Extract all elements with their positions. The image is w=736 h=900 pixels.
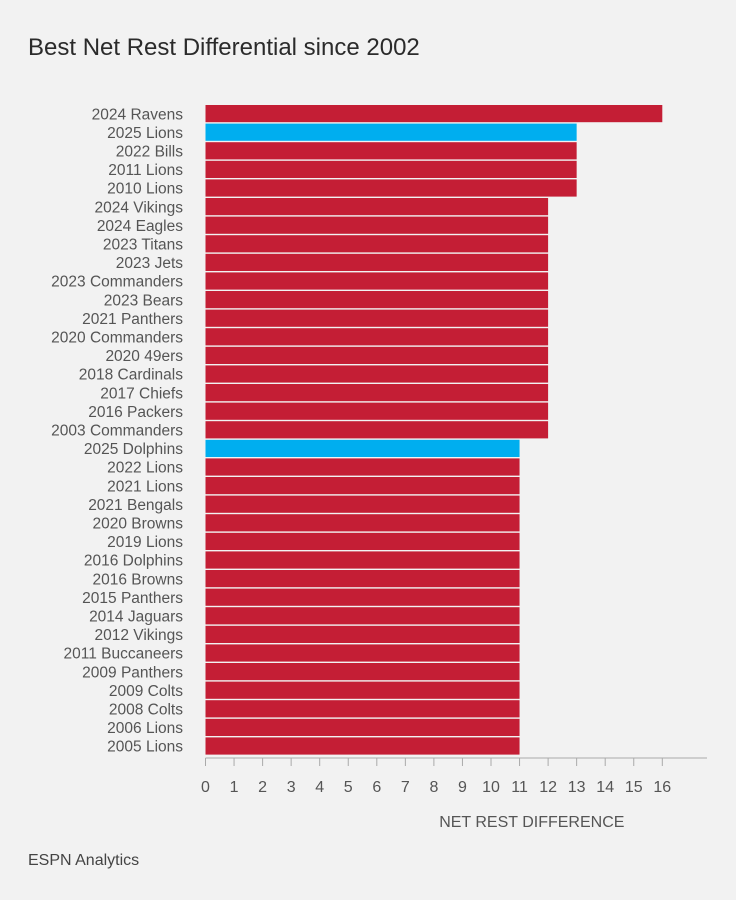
category-label: 2021 Bengals xyxy=(88,497,183,514)
bar-2011-lions xyxy=(205,160,577,178)
bar-2020-49ers xyxy=(205,346,549,364)
category-label: 2016 Dolphins xyxy=(84,553,183,570)
category-label: 2006 Lions xyxy=(107,720,183,737)
bar-2021-panthers xyxy=(205,309,549,327)
category-label: 2003 Commanders xyxy=(51,423,183,440)
category-label: 2025 Lions xyxy=(107,125,183,142)
x-tick-label: 1 xyxy=(230,779,239,796)
bar-2010-lions xyxy=(205,179,577,197)
bar-2017-chiefs xyxy=(205,384,549,402)
bar-2021-lions xyxy=(205,477,520,495)
category-label: 2015 Panthers xyxy=(82,590,183,607)
bar-2003-commanders xyxy=(205,421,549,439)
bar-2011-buccaneers xyxy=(205,644,520,662)
bar-2014-jaguars xyxy=(205,607,520,625)
bar-2005-lions xyxy=(205,737,520,755)
category-label: 2016 Packers xyxy=(88,404,183,421)
bar-2025-lions xyxy=(205,123,577,141)
category-label: 2020 Browns xyxy=(93,516,184,533)
bar-2016-dolphins xyxy=(205,551,520,569)
bar-2022-bills xyxy=(205,142,577,160)
bar-2015-panthers xyxy=(205,588,520,606)
bars-group xyxy=(205,105,663,755)
x-tick-label: 14 xyxy=(596,779,614,796)
category-label: 2021 Lions xyxy=(107,478,183,495)
x-ticks-group: 0 1 2 3 4 5 6 7 8 9 10 11 12 13 14 15 16 xyxy=(201,758,671,796)
bar-2022-lions xyxy=(205,458,520,476)
category-label: 2024 Vikings xyxy=(95,199,184,216)
category-label: 2011 Lions xyxy=(108,162,183,179)
category-label: 2009 Colts xyxy=(109,683,183,700)
x-axis-label: NET REST DIFFERENCE xyxy=(439,814,624,831)
x-tick-label: 13 xyxy=(568,779,586,796)
bar-2023-commanders xyxy=(205,272,549,290)
bar-2024-ravens xyxy=(205,105,663,123)
category-label: 2023 Bears xyxy=(104,292,184,309)
x-tick-label: 3 xyxy=(287,779,296,796)
category-label: 2025 Dolphins xyxy=(84,441,183,458)
category-label: 2017 Chiefs xyxy=(100,385,183,402)
category-label: 2005 Lions xyxy=(107,739,183,756)
x-tick-label: 9 xyxy=(458,779,467,796)
bar-2020-browns xyxy=(205,514,520,532)
chart-title: Best Net Rest Differential since 2002 xyxy=(28,34,420,61)
x-tick-label: 8 xyxy=(429,779,438,796)
x-tick-label: 4 xyxy=(315,779,324,796)
bar-2024-vikings xyxy=(205,198,549,216)
category-label: 2024 Ravens xyxy=(92,106,184,123)
x-tick-label: 6 xyxy=(372,779,381,796)
bar-2023-titans xyxy=(205,235,549,253)
bar-2020-commanders xyxy=(205,328,549,346)
bar-2023-jets xyxy=(205,253,549,271)
category-label: 2023 Commanders xyxy=(51,274,183,291)
source-credit: ESPN Analytics xyxy=(28,852,140,869)
x-tick-label: 11 xyxy=(511,779,528,796)
category-label: 2020 49ers xyxy=(105,348,183,365)
x-tick-label: 7 xyxy=(401,779,410,796)
category-label: 2023 Jets xyxy=(116,255,183,272)
bar-2009-panthers xyxy=(205,663,520,681)
category-label: 2022 Lions xyxy=(107,460,183,477)
category-label: 2023 Titans xyxy=(103,237,183,254)
bar-2009-colts xyxy=(205,681,520,699)
bar-2019-lions xyxy=(205,532,520,550)
x-tick-label: 16 xyxy=(653,779,671,796)
category-label: 2014 Jaguars xyxy=(89,609,183,626)
category-label: 2012 Vikings xyxy=(95,627,184,644)
x-tick-label: 5 xyxy=(344,779,353,796)
bar-2006-lions xyxy=(205,718,520,736)
category-label: 2011 Buccaneers xyxy=(64,646,184,663)
category-label: 2022 Bills xyxy=(116,144,183,161)
category-label: 2024 Eagles xyxy=(97,218,183,235)
category-label: 2010 Lions xyxy=(107,181,183,198)
x-tick-label: 2 xyxy=(258,779,267,796)
x-tick-label: 10 xyxy=(482,779,500,796)
bar-2018-cardinals xyxy=(205,365,549,383)
category-label: 2009 Panthers xyxy=(82,664,183,681)
category-label: 2020 Commanders xyxy=(51,330,183,347)
category-label: 2019 Lions xyxy=(107,534,183,551)
bar-2021-bengals xyxy=(205,495,520,513)
category-label: 2018 Cardinals xyxy=(79,367,184,384)
bar-2016-browns xyxy=(205,570,520,588)
bar-2024-eagles xyxy=(205,216,549,234)
bar-2016-packers xyxy=(205,402,549,420)
bar-2023-bears xyxy=(205,291,549,309)
bar-2008-colts xyxy=(205,700,520,718)
x-tick-label: 12 xyxy=(539,779,557,796)
bar-2025-dolphins xyxy=(205,439,520,457)
x-tick-label: 15 xyxy=(625,779,643,796)
category-label: 2016 Browns xyxy=(93,571,184,588)
bar-2012-vikings xyxy=(205,625,520,643)
category-label: 2021 Panthers xyxy=(82,311,183,328)
category-label: 2008 Colts xyxy=(109,702,183,719)
x-tick-label: 0 xyxy=(201,779,210,796)
